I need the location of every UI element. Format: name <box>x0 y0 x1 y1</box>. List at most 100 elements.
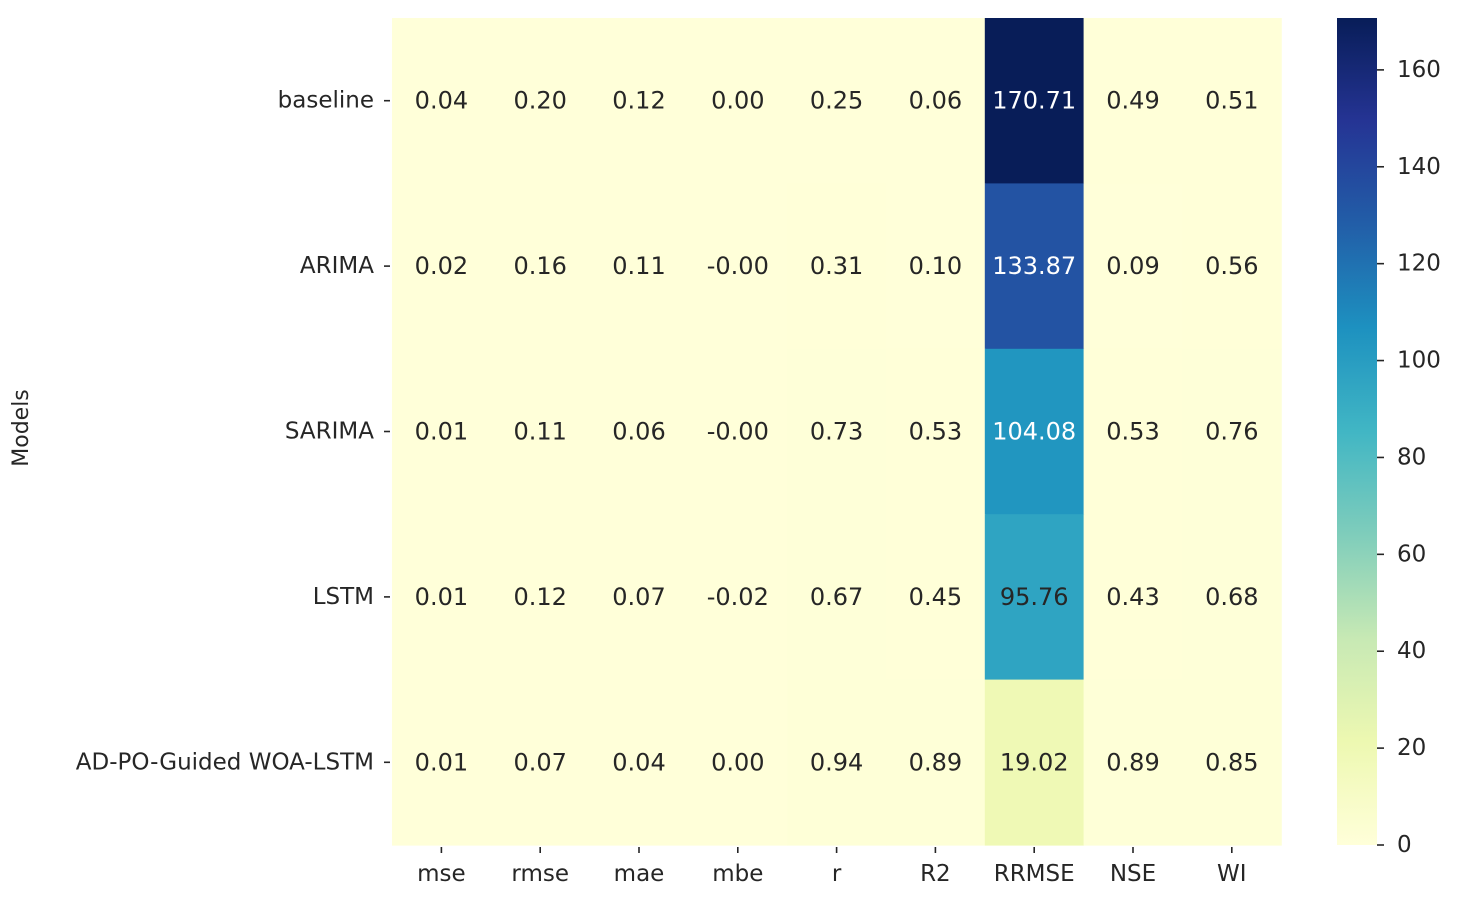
x-tick-label: mae <box>614 861 665 887</box>
cell-value-label: 0.56 <box>1205 252 1258 280</box>
cell-value-label: 0.94 <box>810 748 863 776</box>
heatmap-cell <box>1083 514 1183 681</box>
cell-value-label: -0.00 <box>707 418 769 446</box>
x-tick-label: WI <box>1217 861 1247 887</box>
heatmap-cell <box>1083 18 1183 184</box>
heatmap-cell <box>1083 183 1183 350</box>
cell-value-label: 0.11 <box>612 252 665 280</box>
cell-value-label: 104.08 <box>992 418 1076 446</box>
heatmap-cell <box>589 514 689 681</box>
cell-value-label: 170.71 <box>992 87 1076 115</box>
cell-value-label: 19.02 <box>1000 748 1069 776</box>
heatmap-cell <box>886 18 986 184</box>
x-tick-label: r <box>832 861 842 887</box>
heatmap-cell <box>984 514 1085 681</box>
heatmap-cell <box>490 679 591 846</box>
cell-value-label: 0.25 <box>810 87 863 115</box>
cell-value-label: 0.43 <box>1106 583 1159 611</box>
cell-value-label: 0.49 <box>1106 87 1159 115</box>
heatmap-cell <box>1182 348 1282 515</box>
cell-value-label: 0.01 <box>415 748 468 776</box>
x-tick-label: R2 <box>920 861 951 887</box>
colorbar-tick-label: 140 <box>1397 154 1441 180</box>
heatmap-cell <box>1182 18 1282 184</box>
heatmap-cell <box>589 348 689 515</box>
cell-value-label: -0.00 <box>707 252 769 280</box>
heatmap-cell <box>787 183 887 350</box>
x-tick-label: mbe <box>712 861 763 887</box>
heatmap-cell <box>984 183 1085 350</box>
cell-value-label: 0.20 <box>513 87 566 115</box>
colorbar <box>1337 18 1377 845</box>
cell-value-label: 0.02 <box>415 252 468 280</box>
cell-value-label: 0.51 <box>1205 87 1258 115</box>
cell-value-label: 0.06 <box>612 418 665 446</box>
heatmap-cell <box>490 183 591 350</box>
heatmap-cell <box>886 679 986 846</box>
cell-value-label: 0.76 <box>1205 418 1258 446</box>
colorbar-ticks: 0 20 40 60 80 100 120 140 160 <box>1377 57 1441 858</box>
cell-value-label: 0.11 <box>513 418 566 446</box>
heatmap-cell <box>886 183 986 350</box>
heatmap-cell <box>392 348 492 515</box>
heatmap-cell <box>1182 183 1282 350</box>
heatmap-cell <box>589 183 689 350</box>
heatmap-cell <box>1182 514 1282 681</box>
y-tick-label: baseline <box>278 88 374 114</box>
cell-value-label: 0.04 <box>612 748 665 776</box>
y-axis: baseline ARIMA SARIMA LSTM AD-PO-Guided WOA-… <box>76 88 390 775</box>
y-tick-label: SARIMA <box>285 419 374 445</box>
heatmap-cell <box>589 679 689 846</box>
colorbar-gradient <box>1337 18 1377 845</box>
cell-value-label: 0.00 <box>711 748 764 776</box>
heatmap-cell <box>787 348 887 515</box>
cell-value-label: 0.67 <box>810 583 863 611</box>
heatmap-cell <box>490 18 591 184</box>
x-tick-label: rmse <box>511 861 569 887</box>
cell-value-label: 0.01 <box>415 418 468 446</box>
heatmap-cell <box>392 679 492 846</box>
heatmap-cell <box>787 679 887 846</box>
cell-value-label: 0.31 <box>810 252 863 280</box>
cell-value-label: 0.53 <box>909 418 962 446</box>
colorbar-tick-label: 120 <box>1397 251 1441 277</box>
x-tick-label: RRMSE <box>994 861 1075 887</box>
heatmap-cell <box>1083 348 1183 515</box>
cell-value-label: 0.73 <box>810 418 863 446</box>
heatmap-cell <box>886 348 986 515</box>
heatmap-cell <box>688 348 788 515</box>
cell-value-label: 0.12 <box>513 583 566 611</box>
heatmap-cell <box>984 18 1085 184</box>
colorbar-tick-label: 0 <box>1397 832 1412 858</box>
cell-value-label: 0.85 <box>1205 748 1258 776</box>
cell-value-label: 0.04 <box>415 87 468 115</box>
heatmap-cell <box>392 183 492 350</box>
y-tick-label: LSTM <box>313 584 374 610</box>
heatmap-cell <box>490 514 591 681</box>
heatmap-cell <box>490 348 591 515</box>
cell-value-label: 0.45 <box>909 583 962 611</box>
heatmap-cell <box>589 18 689 184</box>
cell-value-label: 0.09 <box>1106 252 1159 280</box>
y-tick-label: AD-PO-Guided WOA-LSTM <box>76 749 374 775</box>
cell-value-label: 0.01 <box>415 583 468 611</box>
heatmap-cell <box>688 183 788 350</box>
cell-value-label: 0.12 <box>612 87 665 115</box>
colorbar-tick-label: 20 <box>1397 735 1426 761</box>
heatmap-cell <box>984 679 1085 846</box>
heatmap-cells <box>392 18 1282 846</box>
heatmap-cell-labels: 0.04 0.20 0.12 0.00 0.25 0.06 170.71 0.49 0.51 0.… <box>415 87 1259 777</box>
cell-value-label: 0.07 <box>612 583 665 611</box>
heatmap-cell <box>1182 679 1282 846</box>
cell-value-label: 0.16 <box>513 252 566 280</box>
y-axis-label: Models <box>9 389 34 467</box>
colorbar-tick-label: 60 <box>1397 541 1426 567</box>
cell-value-label: 133.87 <box>992 252 1076 280</box>
heatmap-cell <box>787 18 887 184</box>
colorbar-tick-label: 160 <box>1397 57 1441 83</box>
heatmap-cell <box>1083 679 1183 846</box>
cell-value-label: 0.10 <box>909 252 962 280</box>
cell-value-label: 0.06 <box>909 87 962 115</box>
x-tick-label: mse <box>417 861 466 887</box>
